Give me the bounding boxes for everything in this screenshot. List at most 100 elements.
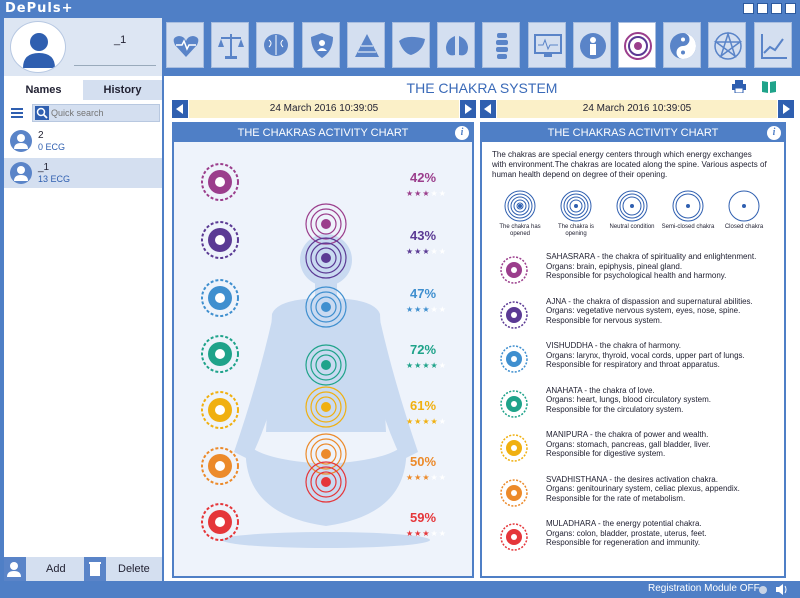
patient-list-item[interactable]: _1 13 ECG xyxy=(4,158,162,188)
tab-history[interactable]: History xyxy=(83,80,162,100)
star-icon: ★ xyxy=(422,361,431,370)
prev-date-button-left[interactable] xyxy=(172,100,188,118)
avatar[interactable] xyxy=(10,21,66,73)
toolbar-button-liver[interactable] xyxy=(392,22,430,68)
star-icon: ★ xyxy=(422,417,431,426)
info-icon[interactable]: i xyxy=(767,126,781,140)
chakra-description-line: Organs: genitourinary system, celiac ple… xyxy=(546,484,740,493)
minimize-button[interactable] xyxy=(757,3,768,14)
app-logo: DePuls+ xyxy=(5,1,74,16)
chakra-description-line: Responsible for respiratory and throat a… xyxy=(546,360,720,369)
prev-date-button-right[interactable] xyxy=(480,100,496,118)
legend-label: The chakra is opening xyxy=(557,224,594,237)
patient-name: 2 xyxy=(38,130,44,141)
toolbar-button-scales[interactable] xyxy=(211,22,250,68)
panel-header: THE CHAKRAS ACTIVITY CHART i xyxy=(482,124,784,142)
info-icon[interactable]: i xyxy=(455,126,469,140)
chakra-description: MULADHARA - the energy potential chakra.… xyxy=(546,519,776,548)
toolbar-button-shield[interactable] xyxy=(301,22,340,68)
star-icon: ★ xyxy=(414,529,423,538)
toolbar-button-monitor[interactable] xyxy=(527,22,566,68)
chakra-description: AJNA - the chakra of dispassion and supe… xyxy=(546,297,776,326)
toolbar-button-chakra[interactable] xyxy=(618,22,656,68)
yin-yang-icon xyxy=(670,33,697,59)
date-left: 24 March 2016 10:39:05 xyxy=(189,100,459,118)
add-user-icon[interactable] xyxy=(4,557,26,581)
chakra-list-item: SAHASRARA - the chakra of spirituality a… xyxy=(492,252,777,300)
patient-ecg-count: 0 ECG xyxy=(38,142,66,152)
search-input[interactable] xyxy=(51,106,155,120)
star-icon: ★ xyxy=(414,417,423,426)
user-box: _1 xyxy=(4,18,162,76)
speaker-icon[interactable] xyxy=(776,584,788,595)
chakra-rating-stars: ★★★★★ xyxy=(406,361,447,370)
chakra-rating-stars: ★★★★★ xyxy=(406,529,447,538)
legend-item: Semi-closed chakra xyxy=(660,190,716,231)
search-icon[interactable] xyxy=(35,106,49,120)
toolbar-button-chart[interactable] xyxy=(753,22,792,68)
chakra-description-line: Responsible for nervous system. xyxy=(546,315,663,325)
registration-status: Registration Module OFF xyxy=(648,583,760,594)
star-icon: ★ xyxy=(422,305,431,314)
star-icon: ★ xyxy=(422,529,431,538)
chakra-symbol-icon xyxy=(500,256,528,284)
chakra-rating-stars: ★★★★★ xyxy=(406,247,447,256)
liver-icon xyxy=(399,36,425,55)
chakra-description-line: Organs: stomach, pancreas, gall bladder,… xyxy=(546,439,711,449)
next-date-button-right[interactable] xyxy=(778,100,794,118)
chakra-symbol-icon xyxy=(500,300,528,329)
chakra-description-line: Responsible for digestive system. xyxy=(546,449,666,458)
chakra-description-line: Organs: vegetative nervous system, eyes,… xyxy=(546,306,741,315)
toolbar-button-lungs[interactable] xyxy=(437,22,476,68)
star-icon: ★ xyxy=(406,247,415,256)
patient-actions: Add Delete xyxy=(4,557,162,581)
chakra-ring-marker xyxy=(305,461,347,503)
window-controls xyxy=(743,3,796,14)
close-button[interactable] xyxy=(785,3,796,14)
panel-title: THE CHAKRAS ACTIVITY CHART xyxy=(547,127,719,139)
patient-name: _1 xyxy=(38,162,50,173)
chakra-symbol-icon xyxy=(201,335,239,373)
star-icon: ★ xyxy=(406,417,415,426)
star-icon: ★ xyxy=(430,247,439,256)
list-menu-icon[interactable] xyxy=(11,107,23,119)
chakra-list-item: MANIPURA - the chakra of power and wealt… xyxy=(492,430,777,478)
user-name: _1 xyxy=(114,34,127,46)
legend-label: The chakra has opened xyxy=(499,224,541,237)
chakra-description-line: Responsible for the circulatory system. xyxy=(546,404,684,414)
tab-names[interactable]: Names xyxy=(4,80,83,100)
trash-icon[interactable] xyxy=(84,557,106,581)
toolbar-button-person[interactable] xyxy=(572,22,611,68)
chakra-ring-marker xyxy=(305,237,347,279)
toolbar-button-brain[interactable] xyxy=(256,22,295,68)
star-icon: ★ xyxy=(430,529,439,538)
status-indicator-icon xyxy=(759,586,767,594)
chakra-description-line: Responsible for the rate of metabolism. xyxy=(546,493,686,503)
chakra-percent: 61% xyxy=(410,398,437,413)
chakra-description: SAHASRARA - the chakra of spirituality a… xyxy=(546,252,776,281)
star-icon: ★ xyxy=(430,189,439,198)
book-icon[interactable] xyxy=(762,80,776,93)
chakra-rating-stars: ★★★★★ xyxy=(406,189,447,198)
print-icon[interactable] xyxy=(732,80,746,93)
title-bar: DePuls+ xyxy=(0,0,800,18)
chakra-description-line: AJNA - the chakra of dispassion and supe… xyxy=(546,296,753,306)
star-icon: ★ xyxy=(406,473,415,482)
legend-item: The chakra is opening xyxy=(548,190,604,238)
patient-list-item[interactable]: 2 0 ECG xyxy=(4,126,162,156)
chakra-symbol-icon xyxy=(201,391,239,429)
person-icon xyxy=(579,33,606,59)
next-date-button-left[interactable] xyxy=(460,100,476,118)
add-button[interactable]: Add xyxy=(46,563,66,575)
chakra-symbol-icon xyxy=(201,163,239,201)
user-name-underline xyxy=(74,65,156,66)
toolbar-button-pyramid[interactable] xyxy=(346,22,385,68)
toolbar-button-heart-pulse[interactable] xyxy=(166,22,204,68)
chakra-description-line: MANIPURA - the chakra of power and wealt… xyxy=(546,430,709,439)
toolbar-button-spine[interactable] xyxy=(482,22,521,68)
record-icon[interactable] xyxy=(743,3,754,14)
maximize-button[interactable] xyxy=(771,3,782,14)
toolbar-button-yin-yang[interactable] xyxy=(663,22,702,68)
toolbar-button-pentagram[interactable] xyxy=(708,22,747,68)
delete-button[interactable]: Delete xyxy=(118,563,150,575)
